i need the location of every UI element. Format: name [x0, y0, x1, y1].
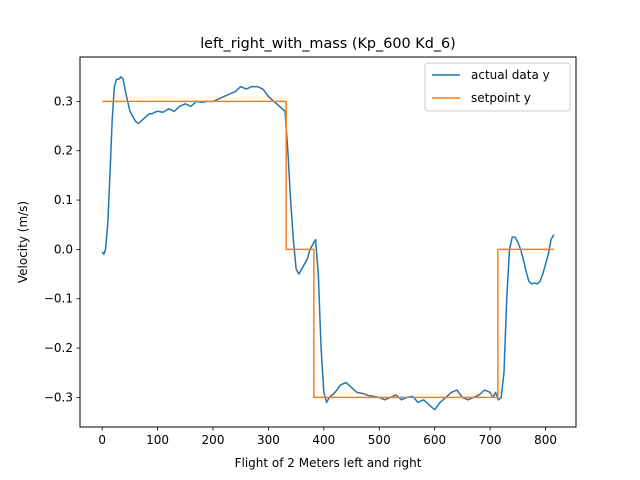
x-tick-label: 600: [423, 433, 446, 447]
x-tick-label: 300: [257, 433, 280, 447]
legend-box: [424, 62, 571, 112]
y-tick-label: 0.2: [54, 144, 73, 158]
legend-label-actual: actual data y: [471, 68, 550, 82]
series-line-actual-data-y: [101, 75, 555, 411]
y-tick-label: 0.0: [54, 242, 73, 256]
y-tick-label: 0.3: [54, 94, 73, 108]
x-tick-label: 100: [146, 433, 169, 447]
y-tick-label: −0.2: [44, 341, 73, 355]
y-tick-label: −0.1: [44, 292, 73, 306]
y-tick-label: 0.1: [54, 193, 73, 207]
plot-frame: [79, 56, 577, 428]
x-tick-label: 700: [479, 433, 502, 447]
y-tick-label: −0.3: [44, 390, 73, 404]
legend: actual data y setpoint y: [424, 62, 571, 112]
x-tick-label: 0: [98, 433, 106, 447]
x-tick-label: 800: [534, 433, 557, 447]
y-axis-label: Velocity (m/s): [16, 201, 30, 283]
x-tick-label: 200: [202, 433, 225, 447]
legend-label-setpoint: setpoint y: [471, 91, 531, 105]
x-tick-label: 400: [312, 433, 335, 447]
chart-title: left_right_with_mass (Kp_600 Kd_6): [200, 36, 456, 52]
series-line-setpoint-y: [102, 100, 554, 399]
x-axis-label: Flight of 2 Meters left and right: [235, 456, 422, 470]
x-tick-label: 500: [368, 433, 391, 447]
